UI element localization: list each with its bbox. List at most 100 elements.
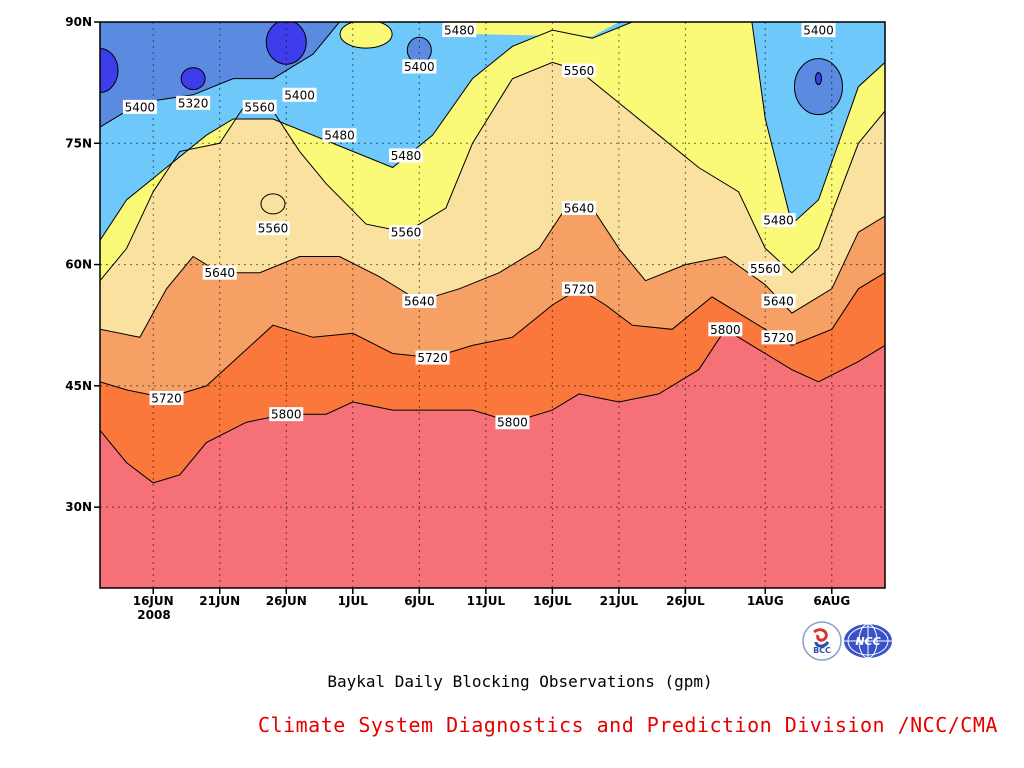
contour-line-5480 xyxy=(100,22,633,241)
contour-label-text: 5560 xyxy=(244,100,275,114)
contour-label-bg xyxy=(748,261,783,276)
fill-5400-5480 xyxy=(751,22,885,225)
x-tick-label: 26JUN xyxy=(266,594,307,608)
y-tick-label: 90N xyxy=(65,15,92,29)
fill-above-5800 xyxy=(100,329,885,588)
contour-label-text: 5400 xyxy=(125,100,156,114)
contour-label-text: 5720 xyxy=(763,331,794,345)
contour-label: 5800 xyxy=(708,322,743,337)
x-axis-year-label: 2008 xyxy=(137,608,170,622)
contour-fills xyxy=(100,22,885,588)
x-tick-label: 16JUN xyxy=(133,594,174,608)
contour-label-text: 5720 xyxy=(564,282,595,296)
chart-title: Baykal Daily Blocking Observations (gpm) xyxy=(327,672,713,691)
contour-line-5560 xyxy=(100,61,885,282)
contour-label-text: 5400 xyxy=(404,60,435,74)
contour-label-bg xyxy=(561,281,596,296)
contour-label: 5560 xyxy=(561,63,596,78)
contour-label: 5400 xyxy=(801,23,836,38)
contour-label: 5640 xyxy=(761,293,796,308)
contour-label: 5320 xyxy=(176,95,211,110)
contour-label-text: 5800 xyxy=(271,408,302,422)
contour-line xyxy=(793,58,843,116)
contour-label: 5720 xyxy=(415,350,450,365)
contour-line-5720 xyxy=(100,272,885,399)
x-tick-label: 11JUL xyxy=(467,594,506,608)
fill-5320-5400-trough xyxy=(794,58,843,115)
contour-label: 5640 xyxy=(402,293,437,308)
contour-label-bg xyxy=(801,23,836,38)
x-tick-label: 21JUN xyxy=(199,594,240,608)
contour-label: 5720 xyxy=(561,281,596,296)
contour-label-bg xyxy=(282,87,317,102)
contour-line xyxy=(265,22,307,65)
contour-label: 5400 xyxy=(282,87,317,102)
contour-label: 5480 xyxy=(442,23,477,38)
contour-label-text: 5640 xyxy=(564,201,595,215)
contour-label-bg xyxy=(322,128,357,143)
x-tick-label: 1AUG xyxy=(747,594,784,608)
contour-line xyxy=(339,22,393,49)
contour-line xyxy=(100,48,119,94)
contour-label-text: 5320 xyxy=(178,96,209,110)
contour-line xyxy=(260,193,286,215)
contour-label-bg xyxy=(255,221,290,236)
y-tick-label: 60N xyxy=(65,258,92,272)
y-axis: 30N 45N 60N 75N 90N xyxy=(65,15,100,514)
contour-label: 5640 xyxy=(561,200,596,215)
contour-label-text: 5560 xyxy=(564,64,595,78)
contour-label-text: 5640 xyxy=(404,294,435,308)
contour-label-bg xyxy=(402,293,437,308)
contour-label-bg xyxy=(561,200,596,215)
contour-label-text: 5720 xyxy=(417,351,448,365)
contour-label-text: 5800 xyxy=(710,323,741,337)
contour-label-text: 5560 xyxy=(750,262,781,276)
contour-line-5480 xyxy=(751,22,885,226)
x-tick-label: 16JUL xyxy=(533,594,572,608)
contour-label-text: 5480 xyxy=(324,129,355,143)
contour-label-text: 5640 xyxy=(763,294,794,308)
contour-label-bg xyxy=(442,23,477,38)
contour-labels: 5800 5800 5800 5720 5720 5720 5720 5640 5640 5640… xyxy=(122,23,836,430)
contour-label-bg xyxy=(761,293,796,308)
fill-below-5320 xyxy=(266,22,307,65)
x-tick-label: 6AUG xyxy=(813,594,850,608)
fill-5560-5640-bubble xyxy=(260,193,285,214)
fill-below-5320 xyxy=(815,72,822,85)
contour-label-bg xyxy=(202,265,237,280)
contour-label: 5800 xyxy=(495,415,530,430)
contour-label-text: 5560 xyxy=(258,222,289,236)
contour-label: 5560 xyxy=(255,221,290,236)
contour-label-text: 5400 xyxy=(803,24,834,38)
contour-label: 5400 xyxy=(122,99,157,114)
contour-label-bg xyxy=(149,390,184,405)
contour-label-bg xyxy=(122,99,157,114)
contour-label: 5480 xyxy=(389,148,424,163)
contour-label: 5720 xyxy=(149,390,184,405)
contour-label: 5480 xyxy=(322,128,357,143)
contour-label: 5560 xyxy=(748,261,783,276)
contour-label: 5560 xyxy=(242,99,277,114)
ncc-logo: NCC xyxy=(844,623,892,659)
contour-label-bg xyxy=(415,350,450,365)
contour-label-bg xyxy=(761,330,796,345)
contour-label-bg xyxy=(561,63,596,78)
x-axis: 16JUN 21JUN 26JUN 1JUL 6JUL 11JUL 16JUL 21JUL 26… xyxy=(133,588,850,608)
contour-label-text: 5560 xyxy=(391,226,422,240)
contour-label-text: 5640 xyxy=(204,266,235,280)
contour-label-text: 5480 xyxy=(444,24,475,38)
fill-below-5320 xyxy=(181,67,206,90)
contour-label-text: 5720 xyxy=(151,391,182,405)
contour-label-bg xyxy=(708,322,743,337)
chart-credit: Climate System Diagnostics and Predictio… xyxy=(258,713,998,737)
contour-label-bg xyxy=(389,148,424,163)
fill-below-5320 xyxy=(100,48,118,93)
plot-frame xyxy=(99,21,886,589)
contour-label: 5480 xyxy=(761,213,796,228)
y-tick-label: 30N xyxy=(65,500,92,514)
contour-label: 5720 xyxy=(761,330,796,345)
contour-label-bg xyxy=(269,407,304,422)
contour-label: 5800 xyxy=(269,407,304,422)
contour-label-text: 5800 xyxy=(497,416,528,430)
contour-label-text: 5480 xyxy=(763,214,794,228)
